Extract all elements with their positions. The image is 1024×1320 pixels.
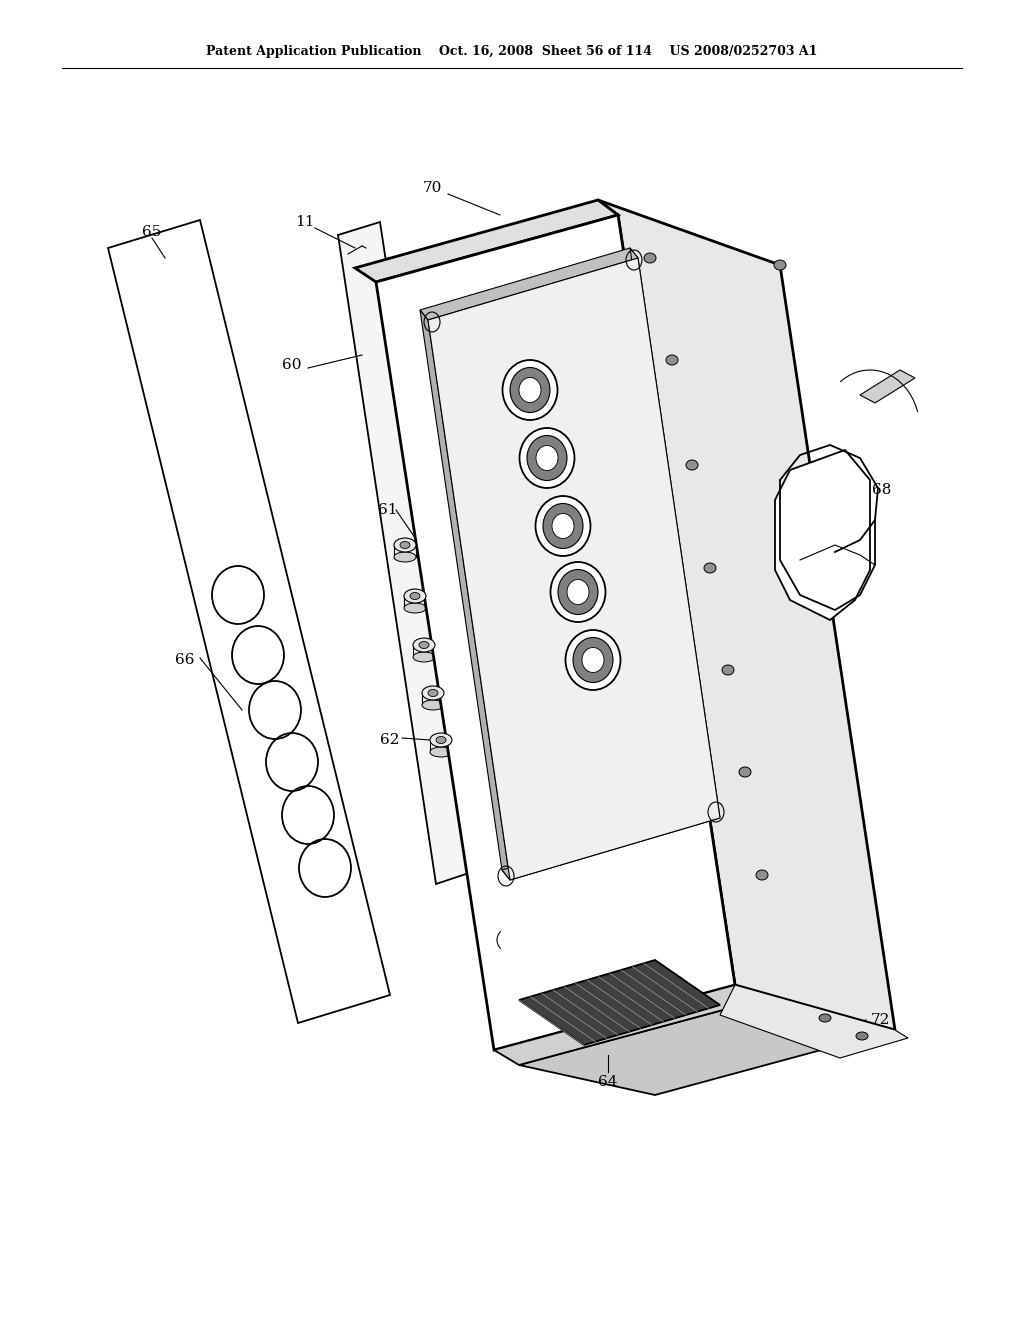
Ellipse shape xyxy=(739,767,751,777)
Polygon shape xyxy=(420,248,638,319)
Polygon shape xyxy=(720,985,908,1059)
Ellipse shape xyxy=(567,579,589,605)
Ellipse shape xyxy=(419,642,429,648)
Ellipse shape xyxy=(404,603,426,612)
Ellipse shape xyxy=(503,360,557,420)
Ellipse shape xyxy=(819,1014,831,1022)
Ellipse shape xyxy=(536,446,558,470)
Polygon shape xyxy=(775,450,870,620)
Text: Patent Application Publication    Oct. 16, 2008  Sheet 56 of 114    US 2008/0252: Patent Application Publication Oct. 16, … xyxy=(206,45,818,58)
Ellipse shape xyxy=(705,564,716,573)
Ellipse shape xyxy=(856,1032,868,1040)
Text: FIG. 61: FIG. 61 xyxy=(721,1020,836,1052)
Polygon shape xyxy=(630,248,720,818)
Ellipse shape xyxy=(413,638,435,652)
Ellipse shape xyxy=(519,378,541,403)
Polygon shape xyxy=(860,370,915,403)
Ellipse shape xyxy=(552,513,574,539)
Ellipse shape xyxy=(573,638,613,682)
Text: 11: 11 xyxy=(295,215,314,228)
Text: 64: 64 xyxy=(598,1074,617,1089)
Text: 72: 72 xyxy=(870,1012,890,1027)
Polygon shape xyxy=(519,1001,895,1096)
Text: 65: 65 xyxy=(142,224,162,239)
Ellipse shape xyxy=(565,630,621,690)
Ellipse shape xyxy=(543,503,583,549)
Polygon shape xyxy=(355,201,618,282)
Text: 66: 66 xyxy=(175,653,195,667)
Ellipse shape xyxy=(519,428,574,488)
Ellipse shape xyxy=(666,355,678,366)
Ellipse shape xyxy=(436,737,446,743)
Ellipse shape xyxy=(510,367,550,412)
Polygon shape xyxy=(519,960,720,1045)
Ellipse shape xyxy=(422,700,444,710)
Text: 70: 70 xyxy=(422,181,441,195)
Polygon shape xyxy=(428,257,720,880)
Ellipse shape xyxy=(722,665,734,675)
Polygon shape xyxy=(598,201,895,1030)
Text: 62: 62 xyxy=(380,733,399,747)
Ellipse shape xyxy=(422,686,444,700)
Polygon shape xyxy=(376,215,735,1049)
Ellipse shape xyxy=(551,562,605,622)
Ellipse shape xyxy=(644,253,656,263)
Ellipse shape xyxy=(582,648,604,672)
Ellipse shape xyxy=(404,589,426,603)
Ellipse shape xyxy=(430,747,452,756)
Text: 61: 61 xyxy=(378,503,397,517)
Text: 68: 68 xyxy=(872,483,892,498)
Ellipse shape xyxy=(536,496,591,556)
Text: 60: 60 xyxy=(283,358,302,372)
Polygon shape xyxy=(420,310,510,880)
Ellipse shape xyxy=(428,689,438,697)
Ellipse shape xyxy=(394,539,416,552)
Ellipse shape xyxy=(413,652,435,663)
Ellipse shape xyxy=(756,870,768,880)
Polygon shape xyxy=(502,808,720,880)
Polygon shape xyxy=(494,985,760,1065)
Polygon shape xyxy=(338,222,478,884)
Ellipse shape xyxy=(686,459,698,470)
Ellipse shape xyxy=(430,733,452,747)
Polygon shape xyxy=(108,220,390,1023)
Ellipse shape xyxy=(558,569,598,615)
Ellipse shape xyxy=(774,260,786,271)
Ellipse shape xyxy=(394,552,416,562)
Ellipse shape xyxy=(527,436,567,480)
Ellipse shape xyxy=(400,541,410,549)
Ellipse shape xyxy=(410,593,420,599)
